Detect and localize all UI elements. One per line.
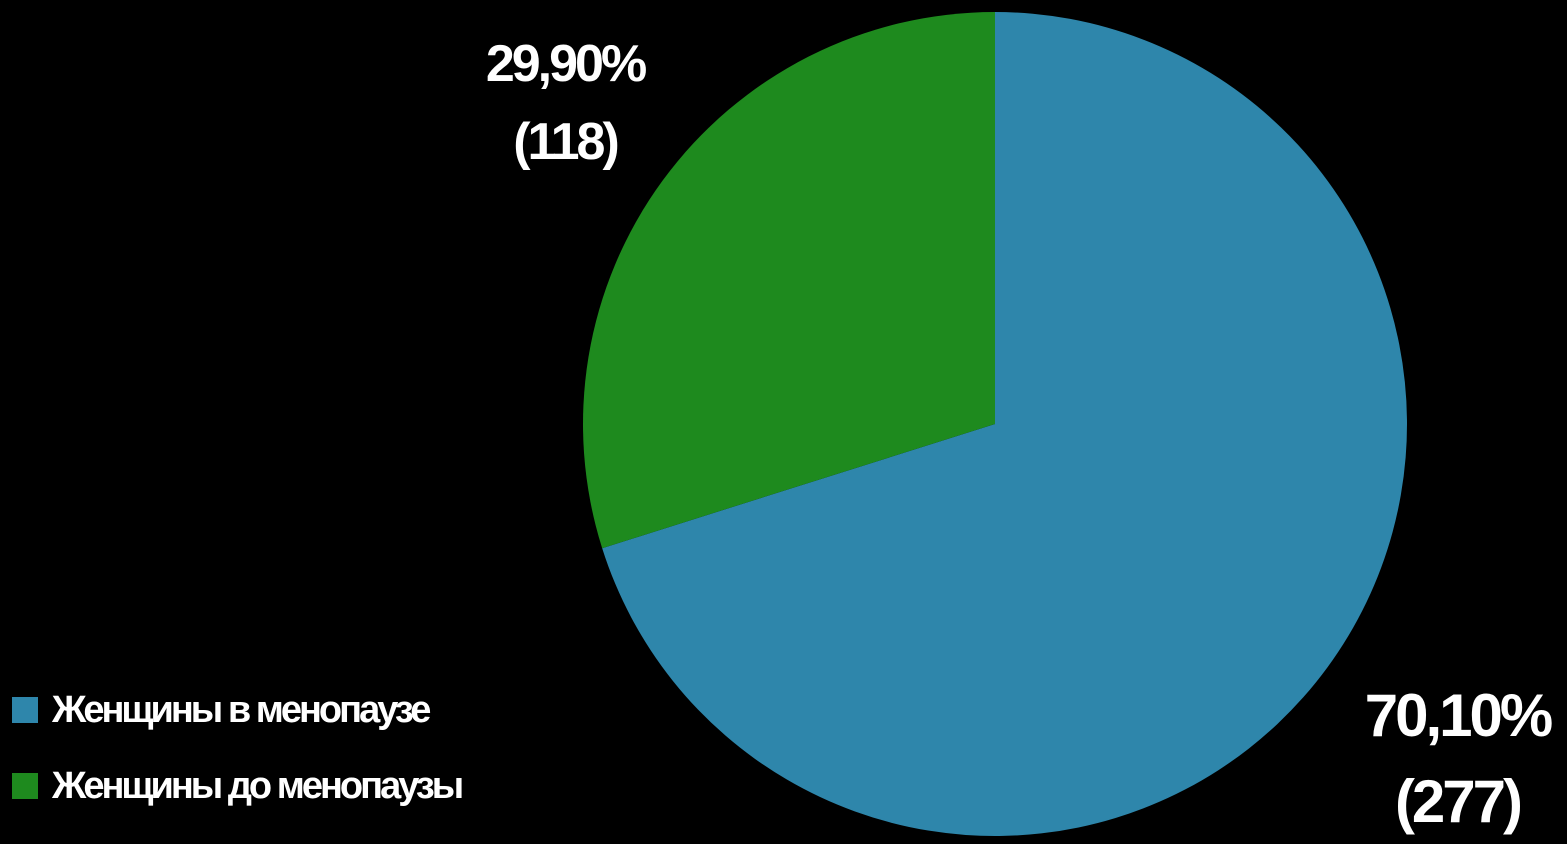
data-label-premenopause-percent: 29,90% — [485, 35, 647, 93]
legend-label-premenopause: Женщины до менопаузы — [52, 764, 464, 807]
legend-swatch-menopause — [12, 697, 38, 723]
legend-label-menopause: Женщины в менопаузе — [52, 688, 431, 731]
legend-swatch-premenopause — [12, 773, 38, 799]
data-label-menopause: 70,10% (277) — [1330, 686, 1567, 832]
pie-slice-premenopause — [583, 12, 995, 549]
data-label-menopause-count: (277) — [1394, 768, 1523, 835]
pie-slice-menopause — [602, 12, 1408, 836]
data-label-premenopause: 29,90% (118) — [440, 38, 690, 168]
legend: Женщины в менопаузе Женщины до менопаузы — [12, 688, 464, 842]
legend-item-menopause: Женщины в менопаузе — [12, 688, 461, 731]
data-label-menopause-percent: 70,10% — [1364, 682, 1554, 749]
legend-item-premenopause: Женщины до менопаузы — [12, 764, 464, 807]
data-label-premenopause-count: (118) — [513, 113, 620, 171]
